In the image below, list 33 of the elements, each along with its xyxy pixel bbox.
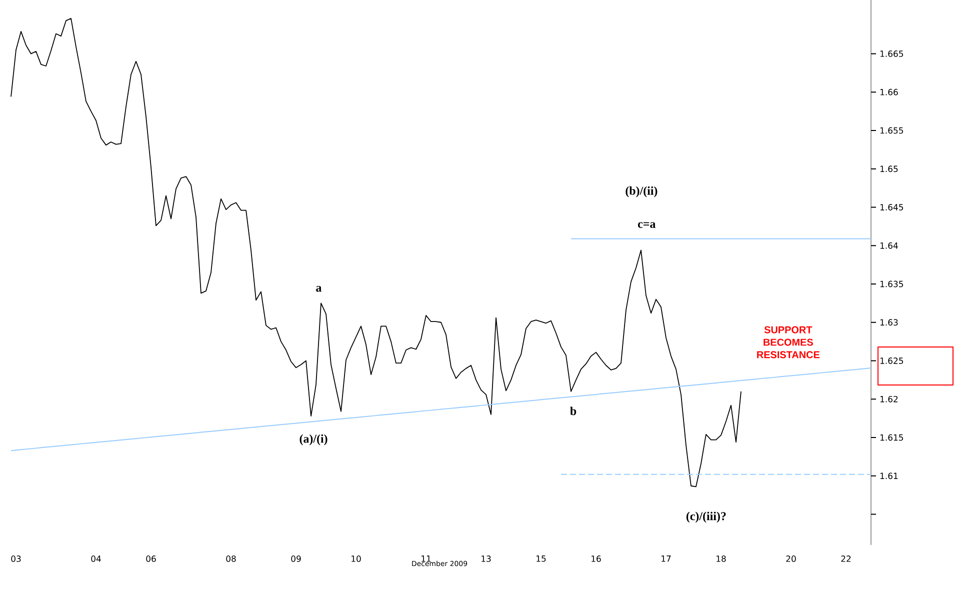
y-tick-label: 1.645 [880,204,904,210]
x-tick-label: 16 [592,556,601,562]
annotation: (a)/(i) [300,434,328,446]
x-tick-label: 20 [786,556,796,562]
annotation: a [316,286,322,292]
y-tick-label: 1.625 [880,358,904,364]
annotation: c=a [638,222,656,228]
annotation: b [570,406,576,416]
x-tick-label: 15 [536,556,546,562]
x-tick-label: 08 [226,556,236,562]
x-tick-label: 22 [841,556,851,562]
y-tick-label: 1.62 [880,396,898,402]
y-tick-label: 1.615 [880,434,904,441]
y-tick-label: 1.66 [880,88,898,96]
y-tick-label: 1.655 [880,127,904,134]
annotation: (b)/(ii) [626,186,658,198]
x-tick-label: 04 [91,556,101,562]
annotation: SUPPORT BECOMES RESISTANCE [757,326,820,358]
x-tick-label: 10 [352,556,361,562]
y-tick-label: 1.63 [880,319,898,326]
x-tick-label: 06 [146,556,156,562]
y-tick-label: 1.65 [880,166,898,172]
x-tick-label: 17 [662,556,671,562]
annotation: (c)/(iii)? [686,512,726,523]
x-tick-label: 11 [422,556,431,562]
x-tick-label: 09 [291,556,301,562]
x-tick-label: 18 [716,556,726,562]
y-tick-label: 1.64 [880,242,898,249]
x-tick-label: 03 [11,556,21,562]
y-tick-label: 1.635 [880,280,904,288]
y-tick-label: 1.61 [880,472,898,480]
y-tick-label: 1.665 [880,50,904,57]
x-tick-label: 13 [482,556,491,562]
